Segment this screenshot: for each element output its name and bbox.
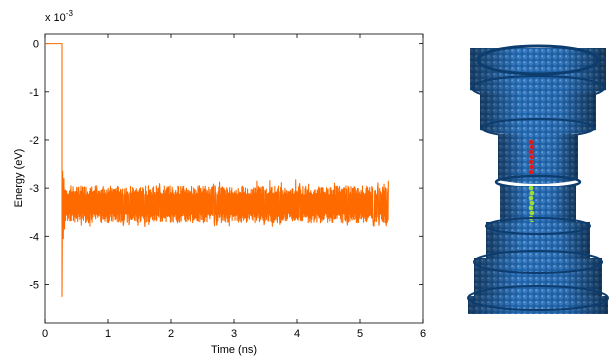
x-tick-label: 5 — [357, 328, 363, 340]
x-tick-label: 4 — [294, 328, 300, 340]
y-axis: 0 -1 -2 -3 -4 -5 — [29, 39, 423, 291]
x-tick-label: 2 — [168, 328, 174, 340]
nanotube-model-image — [467, 44, 609, 314]
y-axis-label: Energy (eV) — [13, 149, 25, 208]
x-tick-label: 3 — [231, 328, 237, 340]
y-tick-label: 0 — [33, 39, 39, 51]
x-tick-label: 0 — [42, 328, 48, 340]
series-layer — [45, 43, 389, 298]
y-tick-label: -5 — [29, 279, 39, 291]
red-atom-chain — [528, 139, 535, 175]
y-tick-label: -4 — [29, 231, 39, 243]
x-tick-label: 6 — [420, 328, 426, 340]
x-tick-label: 1 — [105, 328, 111, 340]
y-tick-label: -2 — [29, 135, 39, 147]
y-tick-label: -3 — [29, 183, 39, 195]
y-tick-label: -1 — [29, 87, 39, 99]
x-axis: 0 1 2 3 4 5 6 — [42, 34, 426, 340]
energy-series-line — [45, 43, 389, 298]
y-multiplier: x 10-3 — [45, 9, 73, 24]
plot-area — [44, 33, 424, 324]
x-axis-label: Time (ns) — [211, 344, 257, 356]
